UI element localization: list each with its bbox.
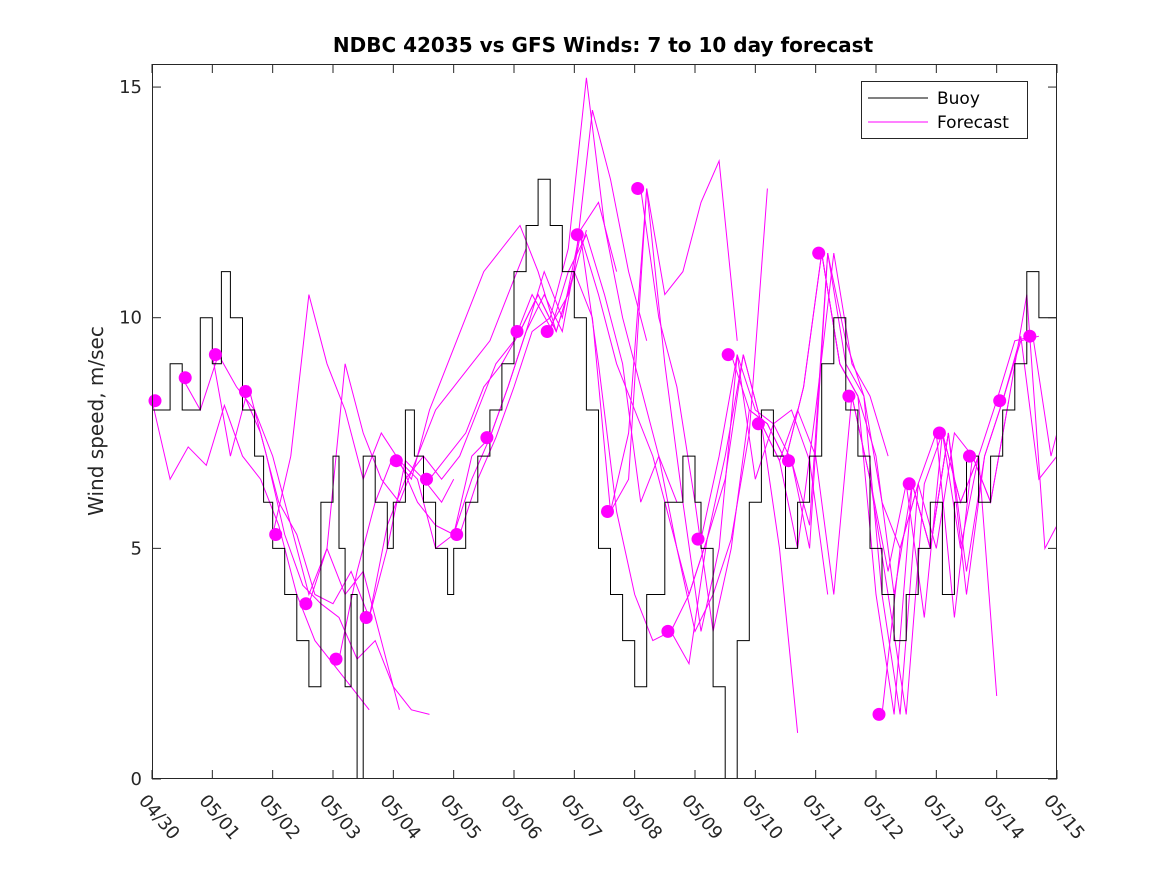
- forecast-line-12: [489, 234, 708, 597]
- forecast-start-marker: [299, 597, 313, 611]
- forecast-start-marker: [178, 371, 192, 385]
- y-axis-label: Wind speed, m/sec: [84, 326, 108, 516]
- legend: Buoy Forecast: [861, 81, 1028, 139]
- forecast-start-marker: [872, 707, 886, 721]
- y-tick-label: 15: [119, 77, 142, 98]
- forecast-start-marker: [359, 611, 373, 624]
- y-axis: 0 5 10 15: [119, 77, 1057, 790]
- plot-frame: [152, 64, 1057, 779]
- forecast-line-16: [610, 188, 829, 632]
- forecast-start-marker: [148, 394, 162, 408]
- forecast-start-marker: [691, 532, 705, 546]
- forecast-start-marker: [782, 454, 795, 468]
- chart-title: NDBC 42035 vs GFS Winds: 7 to 10 day for…: [333, 33, 874, 57]
- forecast-start-marker: [208, 348, 222, 362]
- forecast-start-marker: [932, 426, 946, 440]
- forecast-start-marker: [631, 182, 645, 195]
- forecast-start-marker: [661, 624, 675, 638]
- forecast-line-13: [519, 158, 738, 514]
- legend-box: [861, 81, 1028, 139]
- forecast-start-marker: [329, 652, 343, 666]
- forecast-start-marker: [1023, 329, 1037, 343]
- forecast-start-marker: [601, 505, 614, 518]
- forecast-start-marker: [420, 472, 433, 486]
- forecast-start-marker: [721, 348, 735, 362]
- forecast-start-marker: [540, 325, 554, 338]
- legend-label-buoy: Buoy: [937, 89, 980, 109]
- forecast-start-marker: [812, 246, 826, 260]
- legend-label-forecast: Forecast: [937, 113, 1009, 133]
- forecast-start-marker: [842, 389, 856, 403]
- forecast-line-11: [459, 77, 678, 535]
- y-tick-label: 0: [131, 769, 142, 790]
- forecast-start-marker: [269, 528, 283, 541]
- marker-layer: [148, 182, 1037, 721]
- forecast-start-marker: [389, 454, 403, 468]
- forecast-start-marker: [570, 228, 584, 242]
- forecast-start-marker: [510, 325, 524, 338]
- buoy-line: [152, 178, 1057, 779]
- forecast-start-marker: [239, 385, 252, 398]
- forecast-line-26: [911, 336, 1057, 595]
- forecast-start-marker: [450, 528, 464, 541]
- forecast-start-marker: [902, 477, 916, 491]
- forecast-line-27: [941, 432, 998, 697]
- y-tick-label: 5: [131, 538, 142, 559]
- forecast-line-14: [549, 188, 768, 633]
- forecast-start-marker: [480, 431, 494, 445]
- y-tick-label: 10: [119, 308, 142, 329]
- forecast-start-marker: [751, 417, 765, 431]
- forecast-start-marker: [963, 449, 976, 463]
- forecast-start-marker: [993, 394, 1007, 408]
